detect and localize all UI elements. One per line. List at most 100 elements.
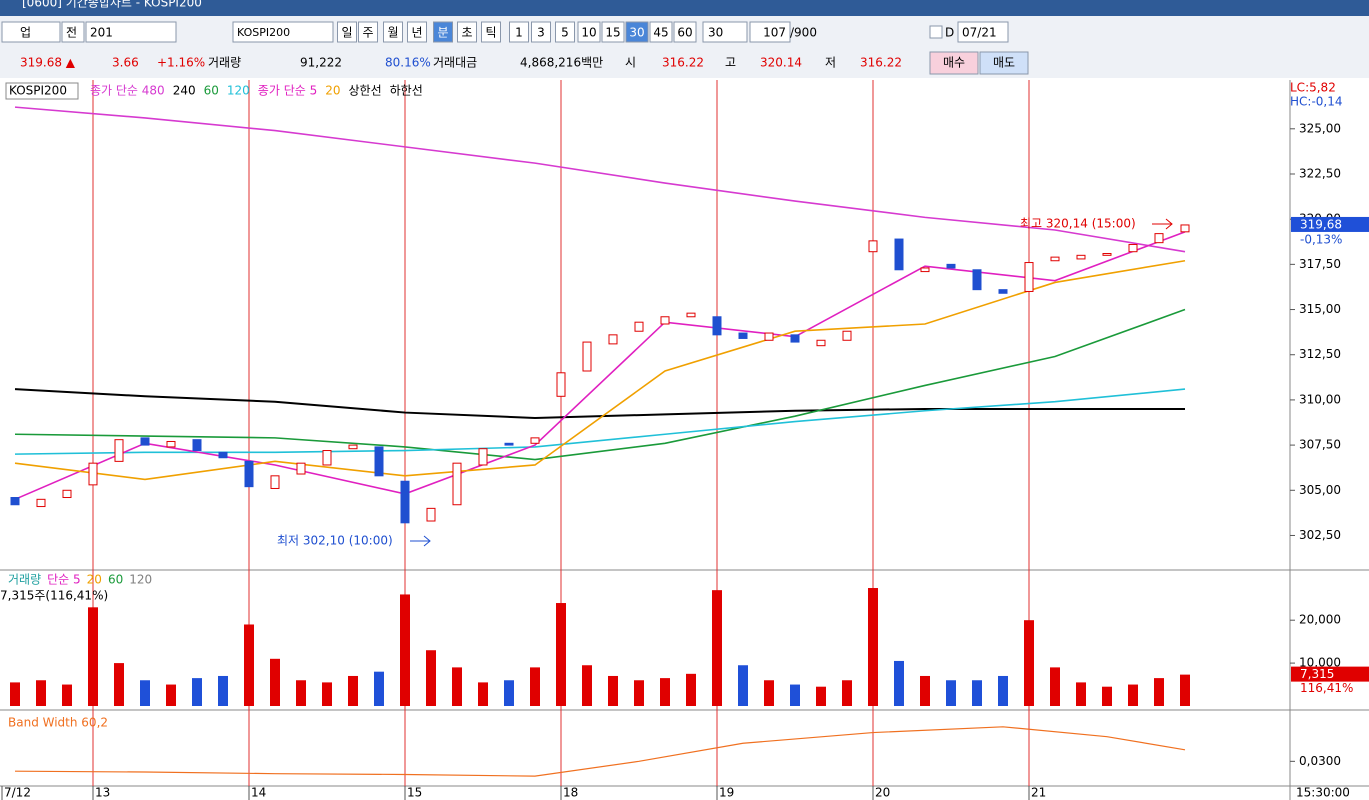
last-volume: 7,315: [1300, 667, 1334, 681]
period-label: 60: [677, 26, 692, 40]
period-label: 1: [515, 26, 523, 40]
candle-body: [296, 462, 306, 475]
period-button[interactable]: [601, 21, 625, 43]
period-label: 10: [581, 26, 596, 40]
x-end-label: 15:30:00: [1296, 786, 1350, 800]
moving-average: [14, 231, 1186, 501]
volume-bar: [634, 680, 644, 706]
sell-button[interactable]: [979, 51, 1029, 75]
legend-symbol: KOSPI200: [9, 84, 67, 98]
period-button[interactable]: [577, 21, 601, 43]
period-button[interactable]: [383, 21, 403, 43]
period-button[interactable]: [481, 21, 501, 43]
volume-bar: [1076, 682, 1086, 706]
volume-bar: [36, 680, 46, 706]
window-title: [0600] 기간종합차트 - KOSPI200: [22, 0, 202, 10]
volume-bar: [712, 590, 722, 706]
volume-legend: 120: [129, 573, 152, 587]
code-input[interactable]: [85, 21, 177, 43]
volume-bar: [868, 588, 878, 706]
candle-body: [88, 462, 98, 486]
info-item: 거래대금: [433, 56, 477, 70]
candle-body: [894, 238, 904, 271]
info-item: 320.14: [760, 56, 802, 70]
volume-bar: [322, 682, 332, 706]
period-button[interactable]: [555, 21, 575, 43]
volume-bar: [764, 680, 774, 706]
legend-entry: 종가 단순 480: [90, 84, 165, 98]
period-button[interactable]: [649, 21, 673, 43]
period-label: 15: [605, 26, 620, 40]
x-tick-label: 19: [719, 786, 734, 800]
candle-body: [322, 450, 332, 466]
period-label: 틱: [485, 26, 496, 40]
y-tick-label: 315,00: [1299, 302, 1341, 316]
info-item: 4,868,216백만: [520, 56, 603, 70]
period-button[interactable]: [407, 21, 427, 43]
candle-body: [582, 341, 592, 372]
x-tick-label: 18: [563, 786, 578, 800]
y-tick-label: 302,50: [1299, 528, 1341, 542]
count-input[interactable]: [749, 21, 791, 43]
y-tick-label: 10,000: [1299, 656, 1341, 670]
d-checkbox[interactable]: [929, 25, 943, 39]
period-button[interactable]: [457, 21, 477, 43]
x-tick-label: 7/12: [4, 786, 31, 800]
info-item: 고: [725, 56, 736, 70]
buy-button[interactable]: [929, 51, 979, 75]
x-tick-label: 14: [251, 786, 266, 800]
moving-average: [14, 308, 1186, 461]
legend-entry: 20: [325, 84, 340, 98]
market-select[interactable]: [1, 21, 61, 43]
candle-body: [816, 339, 826, 347]
market: 업: [20, 26, 31, 40]
period-button[interactable]: [673, 21, 697, 43]
volume-legend: 거래량: [8, 573, 41, 587]
prev-button[interactable]: [61, 21, 85, 43]
candle-body: [62, 489, 72, 499]
volume-bar: [374, 671, 384, 706]
buy: 매수: [943, 56, 965, 70]
volume-bar: [530, 667, 540, 706]
volume-bar: [894, 660, 904, 706]
candle-body: [192, 439, 202, 452]
period-button[interactable]: [509, 21, 529, 43]
volume-ratio: 116,41%: [1300, 681, 1353, 695]
period-button[interactable]: [358, 21, 378, 43]
volume-bar: [920, 675, 930, 706]
date-input[interactable]: [957, 21, 1009, 43]
band-width-line: [14, 726, 1186, 777]
info-item: 시: [625, 56, 636, 70]
candle-body: [1128, 243, 1138, 253]
period-label: 30: [629, 26, 644, 40]
candle-body: [946, 263, 956, 269]
moving-average: [14, 106, 1186, 253]
volume-bar: [10, 682, 20, 706]
period-label: 년: [411, 26, 422, 40]
volume-legend: 단순 5: [47, 573, 81, 587]
lc: LC:5,82: [1290, 81, 1336, 95]
volume-bar: [790, 684, 800, 706]
info-item: 91,222: [300, 56, 342, 70]
volume-bar: [140, 680, 150, 706]
y-tick-label: 322,50: [1299, 166, 1341, 180]
candle-body: [140, 437, 150, 446]
name-input[interactable]: [232, 21, 334, 43]
period-button[interactable]: [531, 21, 551, 43]
moving-average: [14, 388, 1186, 455]
legend-entry: 240: [173, 84, 196, 98]
candle-body: [556, 372, 566, 397]
period-button[interactable]: [337, 21, 357, 43]
period-button[interactable]: [625, 21, 649, 43]
last-price: 319,68: [1300, 217, 1342, 231]
volume-bar: [452, 667, 462, 706]
volume-bar: [270, 658, 280, 706]
legend-entry: 120: [227, 84, 250, 98]
volume-bar: [1102, 686, 1112, 706]
interval-select[interactable]: [702, 21, 748, 43]
volume-bar: [478, 682, 488, 706]
period-button[interactable]: [433, 21, 453, 43]
volume-bar: [166, 684, 176, 706]
count: 107: [763, 26, 786, 40]
